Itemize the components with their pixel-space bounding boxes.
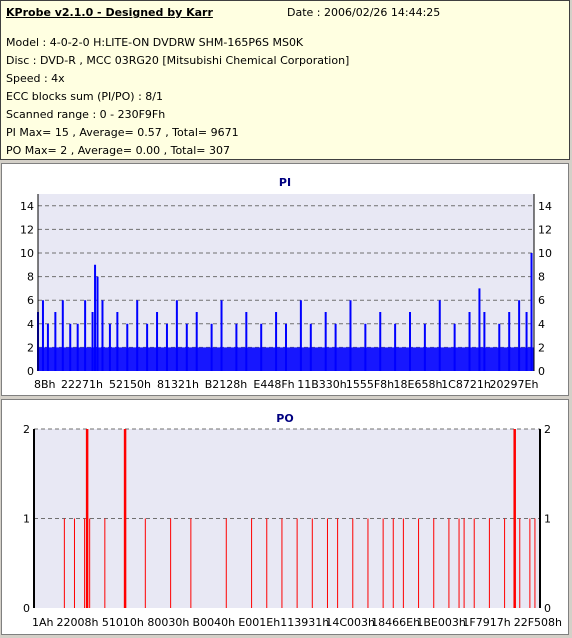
pi-chart: PI 0 0 2 2 4 4 6 6 8 8 10 10 12 12 14 14 8Bh 22271h 52150h 8…: [20, 176, 552, 391]
y-tick-label-right: 0: [544, 602, 551, 615]
model-line: Model : 4-0-2-0 H:LITE-ON DVDRW SHM-165P…: [6, 36, 304, 49]
app-title: KProbe v2.1.0 - Designed by Karr: [6, 6, 213, 19]
y-tick-label-right: 10: [538, 247, 552, 260]
y-tick-label-left: 0: [23, 602, 30, 615]
po-summary-line: PO Max= 2 , Average= 0.00 , Total= 307: [6, 144, 230, 157]
y-tick-label-left: 6: [27, 294, 34, 307]
x-tick-label: 113931h: [280, 616, 329, 629]
scan-info-panel: KProbe v2.1.0 - Designed by Karr Date : …: [0, 0, 570, 160]
disc-line: Disc : DVD-R , MCC 03RG20 [Mitsubishi Ch…: [6, 54, 350, 67]
y-tick-label-right: 14: [538, 200, 552, 213]
x-tick-label: 1C8721h: [441, 378, 491, 391]
y-tick-label-left: 2: [23, 423, 30, 436]
ecc-line: ECC blocks sum (PI/PO) : 8/1: [6, 90, 163, 103]
x-tick-label: 8Bh: [34, 378, 56, 391]
y-tick-label-left: 14: [20, 200, 34, 213]
x-tick-label: 1BE003h: [416, 616, 465, 629]
pi-chart-panel: PI 0 0 2 2 4 4 6 6 8 8 10 10 12 12 14 14 8Bh 22271h 52150h 8…: [1, 163, 569, 396]
x-tick-label: 80030h: [147, 616, 189, 629]
x-tick-label: 11B330h: [297, 378, 347, 391]
y-tick-label-right: 4: [538, 318, 545, 331]
x-tick-label: 52150h: [109, 378, 151, 391]
x-tick-label: 18E658h: [394, 378, 443, 391]
pi-summary-line: PI Max= 15 , Average= 0.57 , Total= 9671: [6, 126, 239, 139]
y-tick-label-right: 1: [544, 513, 551, 526]
x-tick-label: 22008h: [56, 616, 98, 629]
chart-title: PO: [276, 412, 293, 425]
x-tick-label: B0040h: [193, 616, 236, 629]
y-tick-label-right: 6: [538, 294, 545, 307]
y-tick-label-left: 12: [20, 223, 34, 236]
x-tick-label: 81321h: [157, 378, 199, 391]
x-tick-label: 51010h: [102, 616, 144, 629]
range-line: Scanned range : 0 - 230F9Fh: [6, 108, 166, 121]
y-tick-label-right: 2: [544, 423, 551, 436]
y-tick-label-left: 2: [27, 341, 34, 354]
x-tick-label: 1F7917h: [462, 616, 510, 629]
x-tick-label: 22271h: [61, 378, 103, 391]
y-tick-label-left: 8: [27, 271, 34, 284]
y-tick-label-left: 1: [23, 513, 30, 526]
y-tick-label-left: 10: [20, 247, 34, 260]
x-tick-label: 22F508h: [514, 616, 562, 629]
y-tick-label-right: 12: [538, 223, 552, 236]
x-tick-label: E001Eh: [238, 616, 280, 629]
speed-line: Speed : 4x: [6, 72, 65, 85]
x-tick-label: E448Fh: [253, 378, 294, 391]
x-tick-label: 1555F8h: [346, 378, 394, 391]
po-chart: PO 0 0 1 1 2 2 1Ah 22008h 51010h 80030h B0040h E001E…: [23, 412, 562, 629]
y-tick-label-left: 4: [27, 318, 34, 331]
y-tick-label-left: 0: [27, 365, 34, 378]
y-tick-label-right: 8: [538, 271, 545, 284]
y-tick-label-right: 0: [538, 365, 545, 378]
x-tick-label: 1Ah: [32, 616, 54, 629]
x-tick-label: 14C003h: [325, 616, 375, 629]
x-tick-label: 20297Eh: [490, 378, 539, 391]
x-tick-label: B2128h: [205, 378, 248, 391]
po-chart-panel: PO 0 0 1 1 2 2 1Ah 22008h 51010h 80030h B0040h E001E…: [1, 399, 569, 635]
scan-date: Date : 2006/02/26 14:44:25: [287, 6, 441, 19]
x-tick-label: 18466Eh: [371, 616, 420, 629]
y-tick-label-right: 2: [538, 341, 545, 354]
chart-title: PI: [279, 176, 291, 189]
